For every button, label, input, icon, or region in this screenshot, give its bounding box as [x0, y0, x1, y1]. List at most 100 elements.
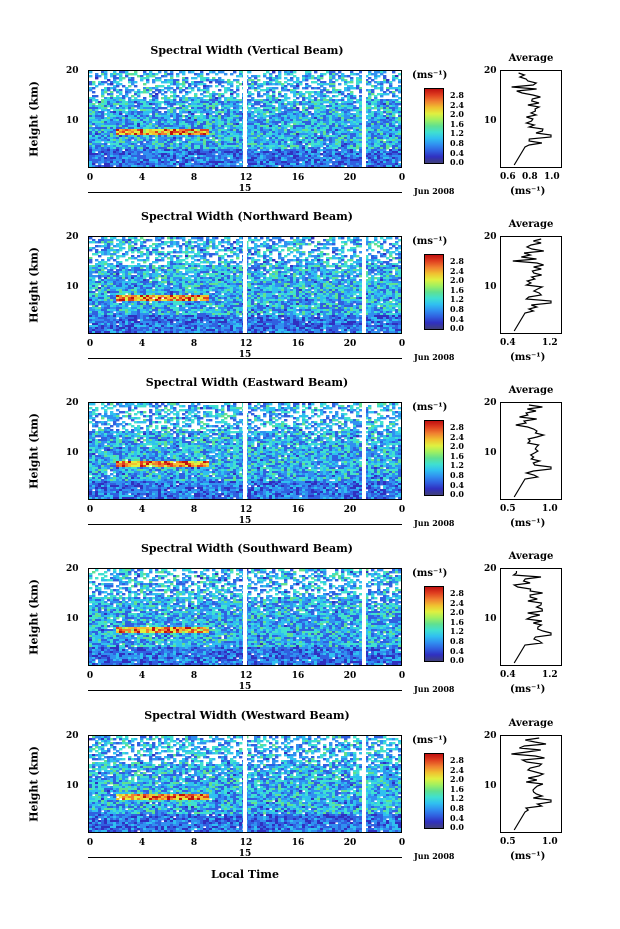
- data-gap: [243, 569, 247, 665]
- y-tick-label: 20: [66, 398, 79, 408]
- x-tick-label: 8: [191, 173, 197, 183]
- chart-panel: Spectral Width (Vertical Beam) Height (km…: [0, 44, 620, 236]
- colorbar-tick: 0.4: [450, 646, 464, 656]
- heatmap-plot: [88, 402, 402, 500]
- colorbar-tick: 1.6: [450, 451, 464, 461]
- x-tick-label: 20: [344, 838, 357, 848]
- average-x-tick: 0.4: [500, 338, 516, 348]
- data-gap: [362, 71, 366, 167]
- x-tick-label: 4: [139, 671, 145, 681]
- y-tick-label: 20: [66, 731, 79, 741]
- x-tick-label: 0: [87, 339, 93, 349]
- colorbar-tick: 0.4: [450, 314, 464, 324]
- colorbar: [424, 586, 444, 662]
- colorbar-tick: 0.4: [450, 480, 464, 490]
- y-tick-label: 10: [66, 116, 79, 126]
- colorbar-tick: 1.2: [450, 460, 464, 470]
- average-y-tick: 10: [484, 282, 497, 292]
- x-tick-label: 12: [240, 339, 253, 349]
- average-profile-line: [512, 238, 552, 332]
- x-tick-label: 16: [292, 173, 305, 183]
- average-title: Average: [500, 551, 562, 562]
- chart-title: Spectral Width (Westward Beam): [90, 709, 404, 722]
- x-tick-label: 20: [344, 671, 357, 681]
- average-title: Average: [500, 219, 562, 230]
- colorbar-tick: 0.0: [450, 157, 464, 167]
- colorbar-tick: 1.2: [450, 793, 464, 803]
- average-x-tick: 1.2: [542, 338, 558, 348]
- colorbar-tick: 0.8: [450, 636, 464, 646]
- chart-panel: Spectral Width (Northward Beam) Height (k…: [0, 210, 620, 402]
- y-tick-label: 10: [66, 282, 79, 292]
- colorbar-tick: 0.8: [450, 470, 464, 480]
- chart-title: Spectral Width (Vertical Beam): [90, 44, 404, 57]
- x-tick-label: 0: [399, 505, 405, 515]
- colorbar-unit: (ms⁻¹): [412, 402, 447, 413]
- x-tick-label: 8: [191, 505, 197, 515]
- x-tick-label: 0: [87, 505, 93, 515]
- chart-panel: Spectral Width (Eastward Beam) Height (km…: [0, 376, 620, 568]
- average-unit: (ms⁻¹): [510, 186, 545, 197]
- x-tick-label: 20: [344, 505, 357, 515]
- x-axis-label: Local Time: [88, 868, 402, 881]
- y-axis-label: Height (km): [28, 247, 41, 323]
- y-tick-label: 20: [66, 232, 79, 242]
- average-plot: [500, 402, 562, 500]
- average-x-tick: 1.0: [544, 172, 560, 182]
- y-tick-label: 10: [66, 781, 79, 791]
- data-gap: [243, 736, 247, 832]
- chart-title: Spectral Width (Eastward Beam): [90, 376, 404, 389]
- y-axis-label: Height (km): [28, 746, 41, 822]
- colorbar-tick: 1.2: [450, 128, 464, 138]
- average-x-tick: 0.4: [500, 670, 516, 680]
- average-y-tick: 10: [484, 448, 497, 458]
- average-plot: [500, 735, 562, 833]
- y-axis-label: Height (km): [28, 81, 41, 157]
- day-axis-line: [88, 358, 402, 359]
- heatmap-cells: [89, 403, 401, 499]
- average-title: Average: [500, 53, 562, 64]
- average-y-tick: 20: [484, 232, 497, 242]
- heatmap-cells: [89, 569, 401, 665]
- x-tick-label: 0: [399, 671, 405, 681]
- colorbar-tick: 2.4: [450, 100, 464, 110]
- average-x-tick: 0.5: [500, 504, 516, 514]
- day-label: 15: [239, 682, 252, 692]
- chart-panel: Spectral Width (Southward Beam) Height (k…: [0, 542, 620, 734]
- x-tick-label: 0: [399, 339, 405, 349]
- colorbar-tick: 2.0: [450, 275, 464, 285]
- x-tick-label: 0: [87, 173, 93, 183]
- colorbar-tick: 0.8: [450, 304, 464, 314]
- colorbar-tick: 0.0: [450, 323, 464, 333]
- colorbar-tick: 2.0: [450, 774, 464, 784]
- month-label: Jun 2008: [414, 186, 454, 196]
- average-y-tick: 20: [484, 731, 497, 741]
- colorbar: [424, 753, 444, 829]
- y-tick-label: 10: [66, 614, 79, 624]
- x-tick-label: 20: [344, 339, 357, 349]
- colorbar: [424, 420, 444, 496]
- day-label: 15: [239, 184, 252, 194]
- colorbar-tick: 1.2: [450, 294, 464, 304]
- average-unit: (ms⁻¹): [510, 684, 545, 695]
- average-y-tick: 20: [484, 564, 497, 574]
- y-tick-label: 10: [66, 448, 79, 458]
- x-tick-label: 0: [87, 671, 93, 681]
- average-plot: [500, 70, 562, 168]
- colorbar-tick: 2.4: [450, 266, 464, 276]
- colorbar-tick: 0.0: [450, 655, 464, 665]
- x-tick-label: 16: [292, 505, 305, 515]
- average-profile-line: [511, 570, 552, 664]
- colorbar-tick: 2.8: [450, 90, 464, 100]
- y-axis-label: Height (km): [28, 579, 41, 655]
- x-tick-label: 16: [292, 838, 305, 848]
- y-tick-label: 20: [66, 564, 79, 574]
- colorbar-unit: (ms⁻¹): [412, 568, 447, 579]
- x-tick-label: 4: [139, 505, 145, 515]
- colorbar-tick: 2.8: [450, 256, 464, 266]
- x-tick-label: 8: [191, 838, 197, 848]
- x-tick-label: 4: [139, 173, 145, 183]
- month-label: Jun 2008: [414, 684, 454, 694]
- average-y-tick: 10: [484, 781, 497, 791]
- x-tick-label: 12: [240, 173, 253, 183]
